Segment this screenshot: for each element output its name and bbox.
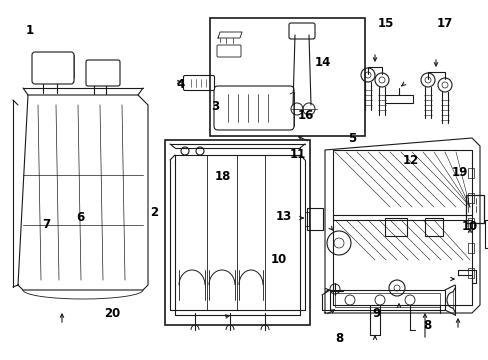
Bar	[384, 95, 412, 103]
FancyBboxPatch shape	[183, 76, 214, 90]
Bar	[467, 243, 473, 253]
Bar	[467, 268, 473, 278]
FancyBboxPatch shape	[288, 23, 314, 39]
FancyBboxPatch shape	[32, 52, 74, 84]
Text: 5: 5	[347, 132, 355, 145]
Text: 18: 18	[214, 170, 230, 183]
Text: 13: 13	[275, 210, 291, 222]
Text: 19: 19	[450, 166, 467, 179]
Text: 7: 7	[42, 219, 50, 231]
Text: 8: 8	[335, 332, 343, 345]
FancyBboxPatch shape	[214, 86, 293, 130]
Text: 10: 10	[460, 220, 477, 233]
Text: 8: 8	[423, 319, 431, 332]
Text: 4: 4	[177, 78, 184, 91]
Bar	[306, 208, 323, 230]
Bar	[467, 193, 473, 203]
Bar	[305, 212, 308, 226]
Polygon shape	[218, 32, 242, 38]
Polygon shape	[18, 95, 148, 290]
Bar	[329, 290, 444, 310]
Bar	[384, 218, 406, 236]
FancyBboxPatch shape	[86, 60, 120, 86]
Bar	[334, 293, 439, 307]
Text: 6: 6	[77, 211, 84, 224]
Bar	[424, 218, 442, 236]
Text: 15: 15	[377, 17, 394, 30]
Text: 9: 9	[372, 307, 380, 320]
FancyBboxPatch shape	[217, 45, 241, 57]
Text: 20: 20	[104, 307, 121, 320]
Bar	[465, 195, 483, 223]
Text: 10: 10	[270, 253, 286, 266]
Text: 17: 17	[436, 17, 452, 30]
Text: 3: 3	[211, 100, 219, 113]
Polygon shape	[325, 138, 479, 313]
Bar	[164, 140, 309, 325]
Text: 11: 11	[289, 148, 306, 161]
Bar	[467, 218, 473, 228]
Bar	[484, 220, 488, 248]
Text: 14: 14	[314, 57, 330, 69]
Text: 16: 16	[297, 109, 313, 122]
Text: 1: 1	[25, 24, 33, 37]
Bar	[209, 18, 364, 136]
Text: 12: 12	[402, 154, 418, 167]
Bar	[467, 168, 473, 178]
Text: 2: 2	[150, 206, 158, 219]
